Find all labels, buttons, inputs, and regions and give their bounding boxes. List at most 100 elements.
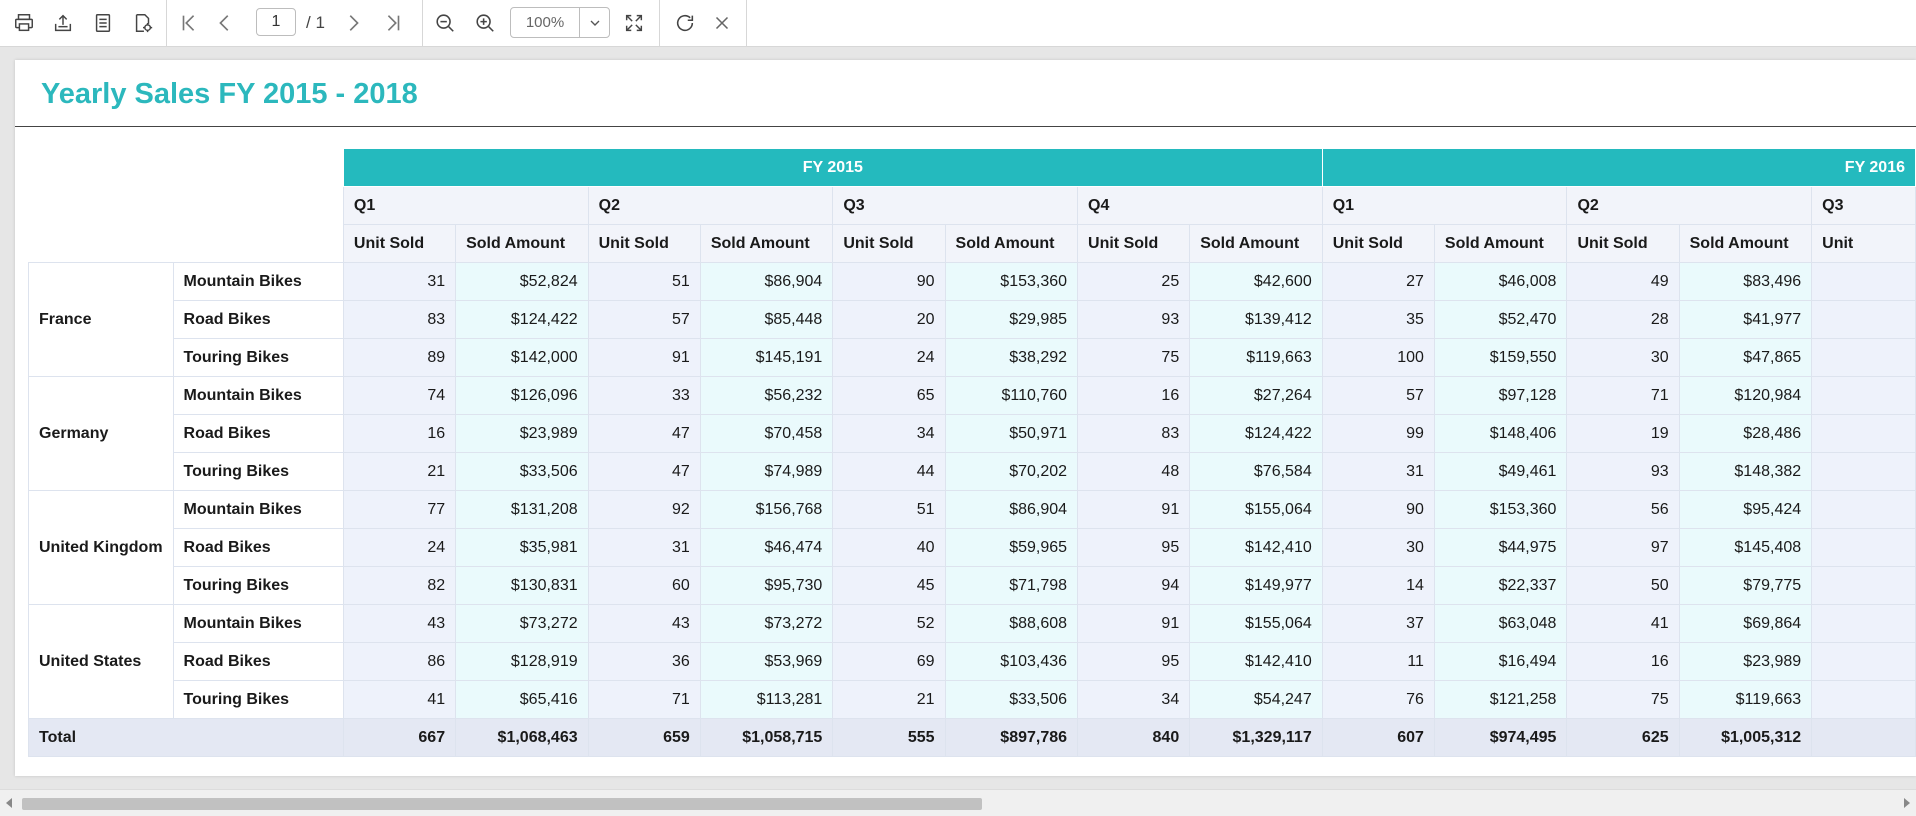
close-icon[interactable] <box>707 8 737 38</box>
sold-amount-cell: $44,975 <box>1433 528 1568 567</box>
unit-sold-cell: 31 <box>587 528 701 567</box>
unit-sold-cell: 77 <box>342 490 457 529</box>
sold-amount-cell: $155,064 <box>1189 490 1323 529</box>
unit-sold-cell: 71 <box>1566 376 1680 415</box>
zoom-out-icon[interactable] <box>430 8 460 38</box>
zoom-dropdown-icon[interactable] <box>579 8 609 37</box>
unit-sold-cell: 51 <box>832 490 946 529</box>
unit-sold-cell <box>1811 452 1916 491</box>
unit-sold-cell: 86 <box>342 642 457 681</box>
unit-sold-cell: 45 <box>832 566 946 605</box>
measure-header-unit-sold: Unit Sold <box>1077 224 1191 263</box>
product-cell: Road Bikes <box>172 414 344 453</box>
product-cell: Touring Bikes <box>172 338 344 377</box>
quarter-header: Q3 <box>832 186 1079 225</box>
country-cell: United States <box>28 604 174 719</box>
sold-amount-cell: $46,474 <box>699 528 834 567</box>
sold-amount-cell: $97,128 <box>1433 376 1568 415</box>
export-icon[interactable] <box>48 8 78 38</box>
country-cell: United Kingdom <box>28 490 174 605</box>
table-row: France Mountain Bikes 31 $52,824 51 $86,904 90… <box>28 262 1916 377</box>
unit-sold-cell: 34 <box>832 414 946 453</box>
product-cell: Road Bikes <box>172 300 344 339</box>
sold-amount-cell: $56,232 <box>699 376 834 415</box>
total-unit-sold: 607 <box>1321 718 1435 757</box>
sold-amount-cell: $49,461 <box>1433 452 1568 491</box>
refresh-icon[interactable] <box>670 8 700 38</box>
unit-sold-cell: 71 <box>587 680 701 719</box>
sold-amount-cell: $65,416 <box>455 680 589 719</box>
first-page-icon[interactable] <box>174 8 204 38</box>
total-label: Total <box>28 718 344 757</box>
unit-sold-cell: 50 <box>1566 566 1680 605</box>
table-row: Germany Mountain Bikes 74 $126,096 33 $56,232… <box>28 376 1916 491</box>
unit-sold-cell: 25 <box>1077 262 1191 301</box>
parameters-icon[interactable] <box>128 8 158 38</box>
unit-sold-cell: 95 <box>1077 528 1191 567</box>
unit-sold-cell: 24 <box>832 338 946 377</box>
scrollbar-thumb[interactable] <box>22 798 982 810</box>
report-viewer[interactable]: Yearly Sales FY 2015 - 2018 FY 2015 FY 2… <box>0 47 1916 783</box>
measure-header-unit-sold: Unit Sold <box>342 224 457 263</box>
sold-amount-cell: $33,506 <box>455 452 589 491</box>
report-viewer-toolbar: / 1 100% <box>0 0 1916 47</box>
total-unit-sold <box>1811 718 1916 757</box>
measure-header-sold-amount: Sold Amount <box>1189 224 1323 263</box>
zoom-in-icon[interactable] <box>470 8 500 38</box>
unit-sold-cell: 43 <box>342 604 457 643</box>
page-setup-icon[interactable] <box>88 8 118 38</box>
table-row: Touring Bikes 82 $130,831 60 $95,730 45 $71,79… <box>29 566 1916 605</box>
sold-amount-cell: $103,436 <box>944 642 1079 681</box>
quarter-header: Q1 <box>1321 186 1568 225</box>
sold-amount-cell: $42,600 <box>1189 262 1323 301</box>
scroll-right-icon[interactable] <box>1904 798 1910 808</box>
sold-amount-cell: $70,458 <box>699 414 834 453</box>
zoom-select[interactable]: 100% <box>510 7 610 38</box>
print-icon[interactable] <box>9 8 39 38</box>
next-page-icon[interactable] <box>338 8 368 38</box>
sold-amount-cell: $156,768 <box>699 490 834 529</box>
unit-sold-cell: 20 <box>832 300 946 339</box>
sold-amount-cell: $28,486 <box>1678 414 1813 453</box>
unit-sold-cell: 40 <box>832 528 946 567</box>
unit-sold-cell: 31 <box>342 262 457 301</box>
unit-sold-cell: 93 <box>1566 452 1680 491</box>
measure-header-sold-amount: Sold Amount <box>455 224 589 263</box>
toolbar-separator <box>422 0 423 46</box>
total-sold-amount: $974,495 <box>1433 718 1568 757</box>
measure-header-sold-amount: Sold Amount <box>699 224 834 263</box>
toolbar-separator <box>659 0 660 46</box>
horizontal-scrollbar[interactable] <box>0 789 1916 816</box>
unit-sold-cell <box>1811 414 1916 453</box>
sold-amount-cell: $63,048 <box>1433 604 1568 643</box>
unit-sold-cell: 95 <box>1077 642 1191 681</box>
product-cell: Road Bikes <box>172 642 344 681</box>
table-row: Touring Bikes 41 $65,416 71 $113,281 21 $33,50… <box>29 680 1916 719</box>
total-sold-amount: $1,058,715 <box>699 718 834 757</box>
sold-amount-cell: $83,496 <box>1678 262 1813 301</box>
sold-amount-cell: $33,506 <box>944 680 1079 719</box>
unit-sold-cell: 49 <box>1566 262 1680 301</box>
sold-amount-cell: $121,258 <box>1433 680 1568 719</box>
page-number-input[interactable] <box>256 8 296 36</box>
unit-sold-cell: 75 <box>1566 680 1680 719</box>
unit-sold-cell: 83 <box>342 300 457 339</box>
table-row: Touring Bikes 21 $33,506 47 $74,989 44 $70,202… <box>29 452 1916 491</box>
sold-amount-cell: $113,281 <box>699 680 834 719</box>
fit-page-icon[interactable] <box>619 8 649 38</box>
unit-sold-cell <box>1811 376 1916 415</box>
product-cell: Mountain Bikes <box>172 262 344 301</box>
scroll-left-icon[interactable] <box>6 798 12 808</box>
sold-amount-cell: $73,272 <box>455 604 589 643</box>
unit-sold-cell: 35 <box>1321 300 1435 339</box>
sold-amount-cell: $142,000 <box>455 338 589 377</box>
previous-page-icon[interactable] <box>210 8 240 38</box>
unit-sold-cell: 92 <box>587 490 701 529</box>
sold-amount-cell: $142,410 <box>1189 642 1323 681</box>
unit-sold-cell: 91 <box>1077 604 1191 643</box>
unit-sold-cell: 33 <box>587 376 701 415</box>
total-sold-amount: $1,329,117 <box>1189 718 1323 757</box>
last-page-icon[interactable] <box>378 8 408 38</box>
quarter-header: Q2 <box>1566 186 1813 225</box>
toolbar-separator <box>166 0 167 46</box>
